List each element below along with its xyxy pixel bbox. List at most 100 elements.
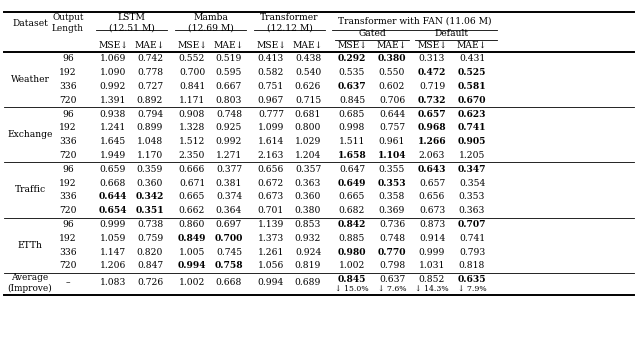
Text: 0.666: 0.666 — [179, 165, 205, 174]
Text: 0.357: 0.357 — [295, 165, 321, 174]
Text: 1.512: 1.512 — [179, 137, 205, 146]
Text: 96: 96 — [62, 165, 74, 174]
Text: 336: 336 — [59, 248, 77, 257]
Text: 0.595: 0.595 — [216, 68, 242, 77]
Text: ↓ 14.3%: ↓ 14.3% — [415, 285, 449, 293]
Text: 0.748: 0.748 — [216, 110, 242, 119]
Text: 0.697: 0.697 — [216, 220, 242, 229]
Text: 0.701: 0.701 — [258, 206, 284, 215]
Text: 0.968: 0.968 — [418, 124, 446, 132]
Text: 0.980: 0.980 — [338, 248, 366, 257]
Text: 0.602: 0.602 — [379, 82, 405, 91]
Text: 0.364: 0.364 — [216, 206, 242, 215]
Text: 1.171: 1.171 — [179, 96, 205, 105]
Text: 0.673: 0.673 — [258, 192, 284, 201]
Text: Average
(Improve): Average (Improve) — [8, 273, 52, 293]
Text: 0.535: 0.535 — [339, 68, 365, 77]
Text: 1.205: 1.205 — [459, 151, 485, 160]
Text: 0.550: 0.550 — [379, 68, 405, 77]
Text: 0.313: 0.313 — [419, 54, 445, 64]
Text: 0.994: 0.994 — [258, 278, 284, 287]
Text: 0.685: 0.685 — [339, 110, 365, 119]
Text: 1.056: 1.056 — [258, 261, 284, 270]
Text: 1.949: 1.949 — [100, 151, 126, 160]
Text: 0.347: 0.347 — [458, 165, 486, 174]
Text: 0.351: 0.351 — [136, 206, 164, 215]
Text: 0.681: 0.681 — [295, 110, 321, 119]
Text: 1.261: 1.261 — [258, 248, 284, 257]
Text: 0.925: 0.925 — [216, 124, 242, 132]
Text: 0.623: 0.623 — [458, 110, 486, 119]
Text: Weather: Weather — [11, 75, 49, 84]
Text: 1.029: 1.029 — [295, 137, 321, 146]
Text: 0.794: 0.794 — [137, 110, 163, 119]
Text: Exchange: Exchange — [7, 130, 52, 139]
Text: 0.994: 0.994 — [178, 261, 206, 270]
Text: 0.519: 0.519 — [216, 54, 242, 64]
Text: 0.670: 0.670 — [458, 96, 486, 105]
Text: 0.682: 0.682 — [339, 206, 365, 215]
Text: 1.069: 1.069 — [100, 54, 126, 64]
Text: 0.637: 0.637 — [379, 275, 405, 284]
Text: 0.885: 0.885 — [339, 234, 365, 243]
Text: 0.689: 0.689 — [295, 278, 321, 287]
Text: 0.715: 0.715 — [295, 96, 321, 105]
Text: 0.355: 0.355 — [379, 165, 405, 174]
Text: 0.841: 0.841 — [179, 82, 205, 91]
Text: 0.659: 0.659 — [100, 165, 126, 174]
Text: 0.707: 0.707 — [458, 220, 486, 229]
Text: 0.637: 0.637 — [338, 82, 366, 91]
Text: Transformer
(12.12 M): Transformer (12.12 M) — [260, 13, 319, 33]
Text: Dataset: Dataset — [12, 19, 48, 27]
Text: 0.938: 0.938 — [100, 110, 126, 119]
Text: 0.914: 0.914 — [419, 234, 445, 243]
Text: 0.665: 0.665 — [339, 192, 365, 201]
Text: 0.360: 0.360 — [295, 192, 321, 201]
Text: 0.671: 0.671 — [179, 178, 205, 187]
Text: 1.059: 1.059 — [100, 234, 126, 243]
Text: 0.380: 0.380 — [295, 206, 321, 215]
Text: 0.961: 0.961 — [379, 137, 405, 146]
Text: 96: 96 — [62, 220, 74, 229]
Text: 0.581: 0.581 — [458, 82, 486, 91]
Text: MSE↓: MSE↓ — [98, 40, 128, 50]
Text: 192: 192 — [59, 234, 77, 243]
Text: 0.932: 0.932 — [295, 234, 321, 243]
Text: 336: 336 — [59, 82, 77, 91]
Text: 0.667: 0.667 — [216, 82, 242, 91]
Text: 0.700: 0.700 — [215, 234, 243, 243]
Text: MSE↓: MSE↓ — [256, 40, 286, 50]
Text: 0.363: 0.363 — [459, 206, 485, 215]
Text: 0.908: 0.908 — [179, 110, 205, 119]
Text: 1.090: 1.090 — [100, 68, 126, 77]
Text: 0.777: 0.777 — [258, 110, 284, 119]
Text: 0.644: 0.644 — [379, 110, 405, 119]
Text: 1.170: 1.170 — [137, 151, 163, 160]
Text: 0.656: 0.656 — [419, 192, 445, 201]
Text: 0.552: 0.552 — [179, 54, 205, 64]
Text: 1.266: 1.266 — [418, 137, 446, 146]
Text: 0.845: 0.845 — [338, 275, 366, 284]
Text: 0.654: 0.654 — [99, 206, 127, 215]
Text: 2.163: 2.163 — [258, 151, 284, 160]
Text: 0.798: 0.798 — [379, 261, 405, 270]
Text: 0.873: 0.873 — [419, 220, 445, 229]
Text: 0.818: 0.818 — [459, 261, 485, 270]
Text: 0.374: 0.374 — [216, 192, 242, 201]
Text: 0.363: 0.363 — [295, 178, 321, 187]
Text: MAE↓: MAE↓ — [457, 40, 487, 50]
Text: 0.741: 0.741 — [458, 124, 486, 132]
Text: 0.778: 0.778 — [137, 68, 163, 77]
Text: Mamba
(12.69 M): Mamba (12.69 M) — [188, 13, 234, 33]
Text: 96: 96 — [62, 54, 74, 64]
Text: 720: 720 — [60, 151, 77, 160]
Text: 0.852: 0.852 — [419, 275, 445, 284]
Text: 2.350: 2.350 — [179, 151, 205, 160]
Text: MAE↓: MAE↓ — [293, 40, 323, 50]
Text: 0.853: 0.853 — [295, 220, 321, 229]
Text: Transformer with FAN (11.06 M): Transformer with FAN (11.06 M) — [338, 16, 492, 25]
Text: 0.342: 0.342 — [136, 192, 164, 201]
Text: 0.719: 0.719 — [419, 82, 445, 91]
Text: 192: 192 — [59, 124, 77, 132]
Text: 0.842: 0.842 — [338, 220, 366, 229]
